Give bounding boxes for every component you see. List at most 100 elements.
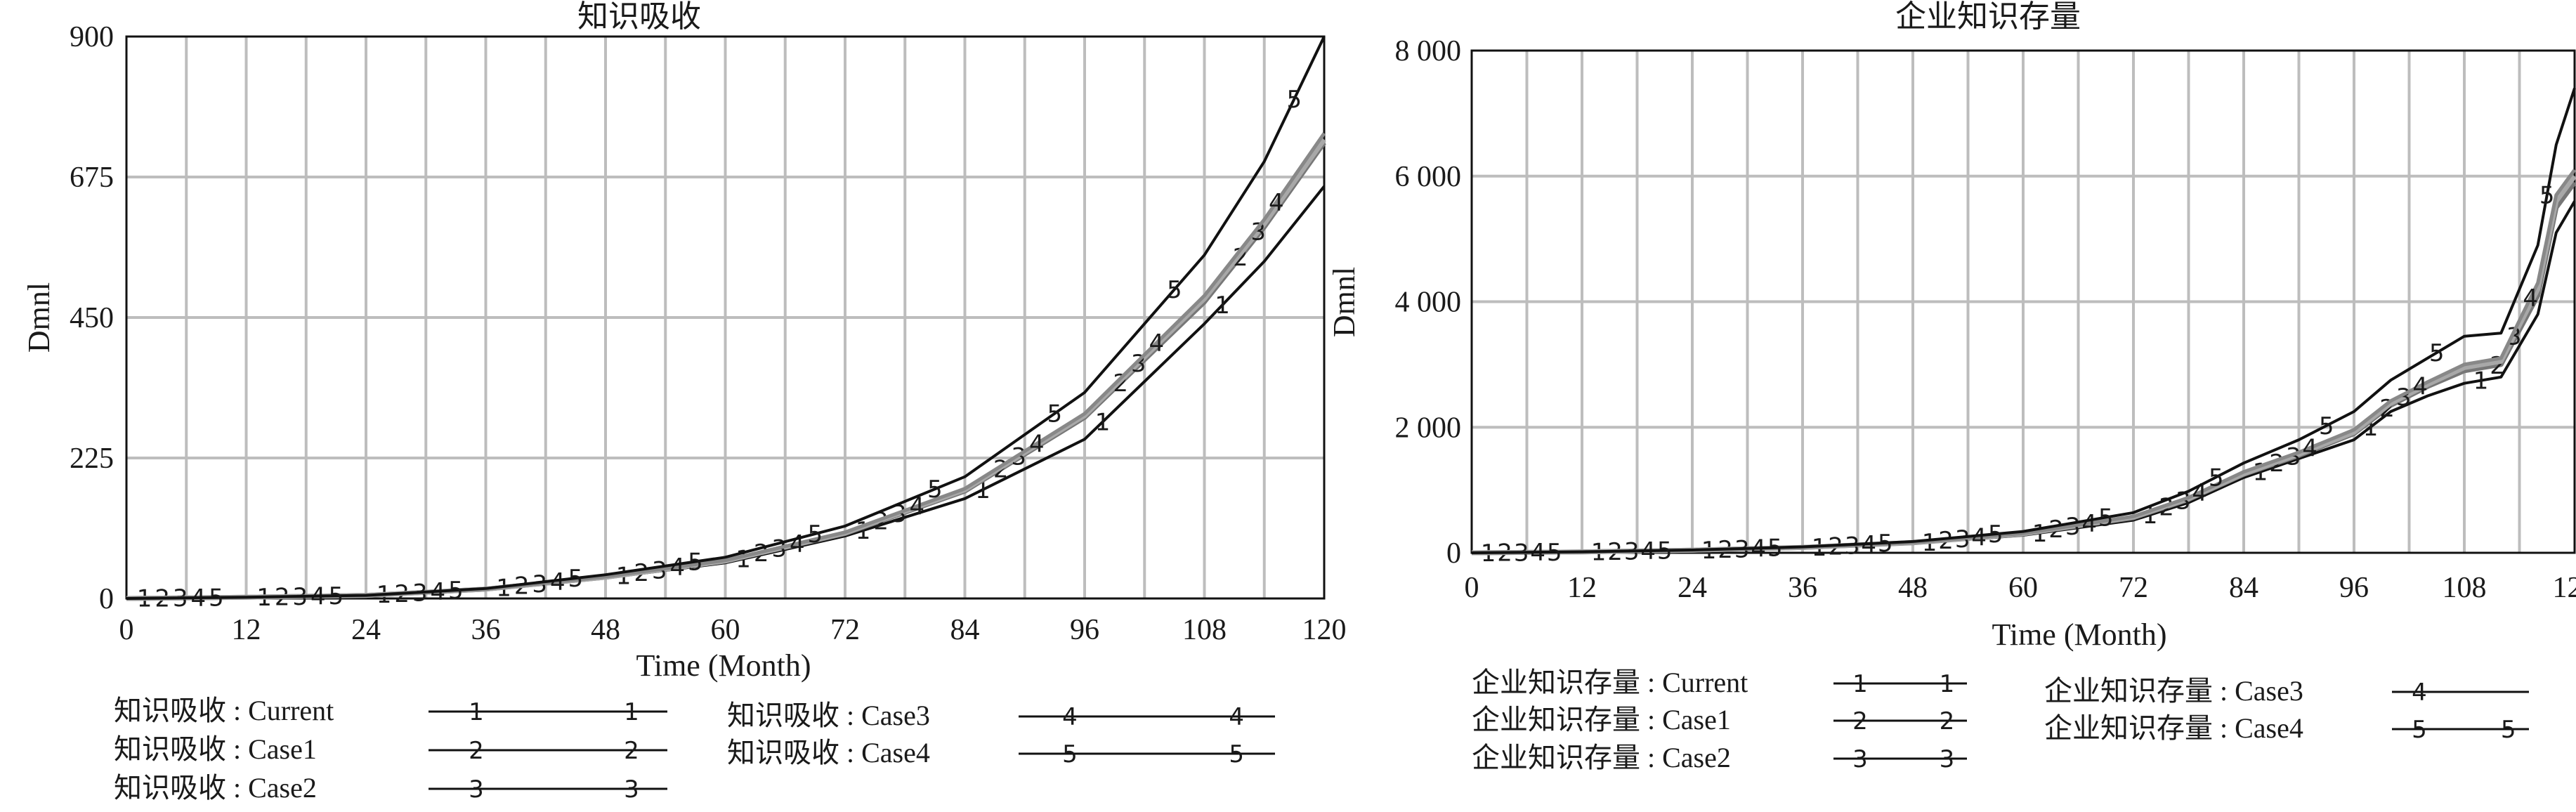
x-tick-label: 120 [1302,614,1347,646]
grid [126,37,1324,598]
series-marker: 5 [2539,182,2555,210]
y-tick-label: 6 000 [1395,161,1462,193]
series-marker: 5 [1167,276,1182,304]
series-marker: 4 [669,554,685,582]
legend-label: 企业知识存量 : Current [1472,667,1748,698]
series-marker: 1 [2473,367,2489,395]
series-marker: 5 [568,565,584,593]
legend-marker: 4 [2412,679,2427,707]
x-tick-label: 72 [2119,572,2148,604]
legend-label: 知识吸收 : Case4 [727,737,930,768]
series-line [126,36,1326,600]
chart-title: 知识吸收 [577,0,701,34]
y-tick-label: 2 000 [1395,412,1462,444]
y-axis-label: Dmnl [1327,267,1361,337]
legend-label: 企业知识存量 : Case1 [1472,704,1731,735]
x-tick-label: 84 [950,614,980,646]
series-marker: 5 [448,577,464,605]
chart-title: 企业知识存量 [1895,0,2081,34]
series-marker: 5 [1657,537,1673,565]
legend-item: 企业知识存量 : Case2 3 3 [1472,742,1967,773]
x-tick-label: 96 [2339,572,2369,604]
legend-marker: 3 [469,775,484,804]
x-axis-label: Time (Month) [636,648,811,683]
series-marker: 5 [2319,412,2334,440]
x-tick-label: 120 [2553,572,2576,604]
legend-label: 企业知识存量 : Case2 [1472,742,1731,773]
series-marker: 4 [1149,329,1164,358]
x-tick-label: 0 [1465,572,1479,604]
x-tick-label: 48 [591,614,620,646]
y-tick-label: 225 [70,443,114,475]
series-marker: 4 [2302,435,2317,463]
x-tick-label: 12 [1567,572,1597,604]
series-marker: 5 [1287,86,1302,114]
y-tick-label: 8 000 [1395,35,1462,67]
series-marker: 5 [808,520,823,549]
legend-item: 知识吸收 : Case4 5 5 [727,737,1275,768]
series-marker: 5 [1547,539,1562,567]
series-marker: 4 [1861,531,1876,559]
legend-marker: 5 [1062,740,1078,768]
series-marker: 5 [2209,464,2224,492]
series-5: 5 5 5 5 5 5 5 5 5 5 [1471,87,2576,567]
series-marker: 5 [1047,400,1063,428]
plot-frame [125,35,1326,600]
series-marker: 3 [1011,443,1026,471]
series-marker: 1 [1215,292,1230,320]
legend-label: 企业知识存量 : Case4 [2044,712,2303,744]
y-tick-label: 4 000 [1395,287,1462,319]
plot-frame [1470,49,2576,554]
legend-marker: 2 [469,737,484,765]
legend-marker: 2 [624,737,639,765]
legend-marker: 5 [2501,716,2516,744]
series-marker: 1 [1095,409,1111,437]
series-marker: 5 [1988,520,2003,549]
x-tick-label: 24 [1678,572,1707,604]
legend-marker: 2 [1940,707,1955,735]
legend-label: 企业知识存量 : Case3 [2044,675,2303,707]
legend-marker: 1 [624,698,639,726]
y-tick-label: 0 [1446,537,1461,570]
x-tick-label: 0 [119,614,134,646]
y-tick-label: 900 [70,21,114,53]
legend-item: 知识吸收 : Current 1 1 [114,695,667,726]
series-marker: 5 [927,476,943,504]
legend-label: 知识吸收 : Case1 [114,733,317,765]
legend-item: 企业知识存量 : Case1 2 2 [1472,704,1967,735]
x-tick-label: 36 [1788,572,1817,604]
series-marker: 4 [2523,284,2538,313]
series-marker: 4 [790,530,805,558]
series-marker: 4 [550,568,565,596]
legend-marker: 5 [1229,740,1244,768]
legend-marker: 1 [1940,670,1955,698]
legend-marker: 4 [1062,703,1078,731]
series-marker: 5 [1767,535,1783,563]
x-tick-label: 12 [232,614,261,646]
grid [1472,51,2575,553]
legend-marker: 3 [624,775,639,804]
y-tick-label: 0 [99,583,114,615]
series-marker: 5 [329,582,344,610]
legend-item: 知识吸收 : Case1 2 2 [114,733,667,765]
series-marker: 5 [2098,504,2114,532]
series-marker: 5 [209,584,224,613]
legend-item: 企业知识存量 : Current 1 1 [1472,667,1967,698]
x-tick-label: 96 [1070,614,1099,646]
legend-label: 知识吸收 : Case2 [114,772,317,804]
x-tick-label: 108 [1182,614,1227,646]
legend-marker: 1 [1852,670,1868,698]
x-tick-label: 48 [1898,572,1928,604]
series-marker: 4 [2081,510,2097,538]
x-axis-label: Time (Month) [1992,617,2167,652]
legend-marker: 2 [1852,707,1868,735]
legend-marker: 3 [1940,745,1955,773]
series-marker: 4 [1269,189,1284,217]
series-line [1471,87,2576,554]
series-marker: 3 [2506,322,2522,351]
legend-marker: 5 [2412,716,2427,744]
